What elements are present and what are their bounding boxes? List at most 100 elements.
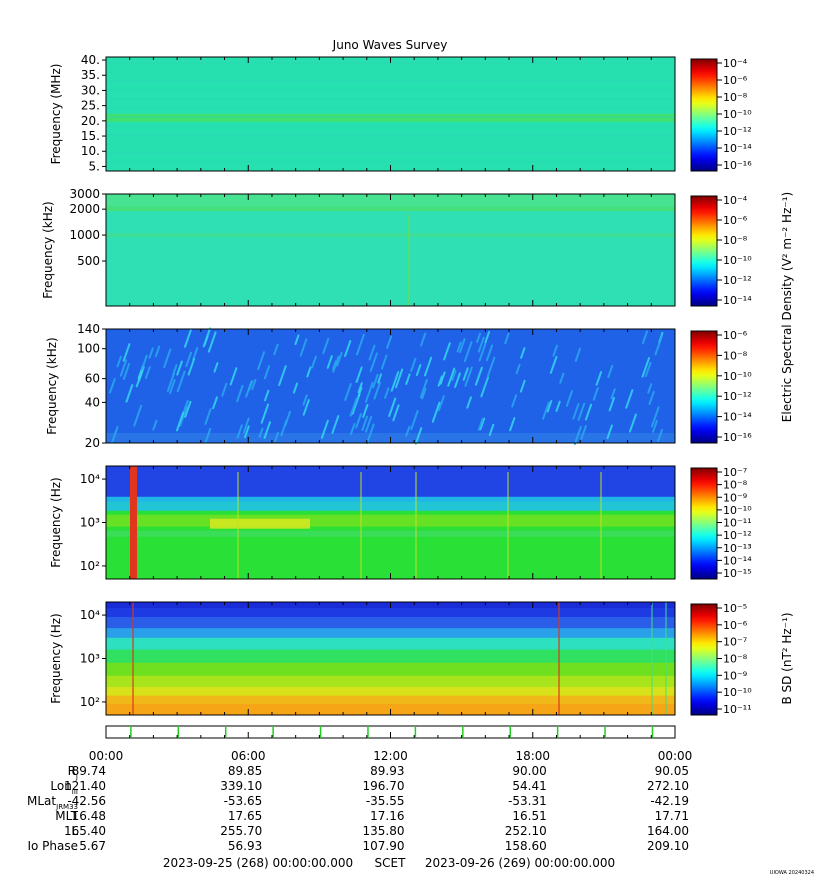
colorbar-tick-label: 10⁻⁸ <box>723 234 748 247</box>
burst-streak <box>410 357 417 372</box>
ephemeris-value: 164.00 <box>647 824 689 838</box>
burst-streak <box>577 402 586 421</box>
colorbar-tick-label: 10⁻⁷ <box>723 636 747 649</box>
burst-streak <box>179 405 188 427</box>
burst-streak <box>519 379 526 393</box>
burst-streak <box>331 415 340 434</box>
burst-streak <box>439 371 446 385</box>
burst-streak <box>552 344 558 357</box>
y-tick-label: 140 <box>77 322 100 336</box>
ephemeris-value: 17.16 <box>370 809 404 823</box>
burst-streak <box>243 425 250 439</box>
ephemeris-value: -42.19 <box>650 794 689 808</box>
time-tick-label: 00:00 <box>658 749 693 763</box>
ephemeris-value: 165.40 <box>64 824 106 838</box>
burst-streak <box>580 424 587 440</box>
burst-streak <box>248 379 254 391</box>
level-band <box>106 687 675 697</box>
ephemeris-value: 16.48 <box>72 809 106 823</box>
burst-streak <box>111 426 119 444</box>
burst-streak <box>258 427 264 438</box>
y-axis-label: Frequency (MHz) <box>49 64 63 165</box>
level-band <box>106 637 675 651</box>
ephemeris-value: 89.93 <box>370 764 404 778</box>
ephemeris-value: 17.65 <box>228 809 262 823</box>
colorbar-tick-label: 10⁻¹⁴ <box>723 142 752 155</box>
ephemeris-value: 17.71 <box>655 809 689 823</box>
y-tick-label: 10² <box>80 559 100 573</box>
burst-streak <box>369 352 378 372</box>
burst-streak <box>476 332 482 343</box>
spectrogram-panels: 5.10.15.20.25. 30.35.40. Frequency (MHz) 50… <box>41 53 676 716</box>
ephemeris-value: 252.10 <box>505 824 547 838</box>
level-band <box>106 617 675 629</box>
burst-streak <box>364 381 374 403</box>
y-tick-label: 20. <box>81 114 100 128</box>
burst-streak <box>479 417 486 431</box>
burst-streak <box>451 369 457 381</box>
burst-streak <box>185 351 192 368</box>
burst-streak <box>395 368 404 389</box>
burst-streak <box>273 343 279 356</box>
ephemeris-value: 209.10 <box>647 839 689 853</box>
ephemeris-value: -35.55 <box>366 794 405 808</box>
burst-streak <box>184 328 192 348</box>
burst-streak <box>349 423 356 436</box>
burst-streak <box>361 415 369 432</box>
spectrogram-panel-1: 5.10.15.20.25. 30.35.40. Frequency (MHz) <box>49 53 676 173</box>
ephemeris-value: -42.56 <box>67 794 106 808</box>
burst-streak <box>607 364 614 378</box>
burst-streak <box>644 361 652 378</box>
colorbar-tick-label: 10⁻⁸ <box>723 91 748 104</box>
burst-streak <box>362 403 369 418</box>
colorbar-tick-label: 10⁻⁴ <box>723 194 748 207</box>
burst-streak <box>542 401 550 420</box>
burst-streak <box>520 347 526 359</box>
burst-streak <box>204 408 212 426</box>
burst-streak <box>207 331 217 353</box>
burst-streak <box>322 337 330 355</box>
burst-streak <box>357 382 363 394</box>
colorbar-label: B SD (nT² Hz⁻¹) <box>780 612 794 704</box>
burst-streak <box>372 373 379 389</box>
band-2mhz <box>106 206 675 212</box>
burst-streak <box>386 335 393 349</box>
colorbar-2: 10⁻⁴ 10⁻⁶ 10⁻⁸ 10⁻¹⁰ 10⁻¹² 10⁻¹⁴ <box>690 194 752 307</box>
burst-streak <box>109 377 116 394</box>
colorbar-tick-label: 10⁻¹⁰ <box>723 504 752 517</box>
colorbar-tick-label: 10⁻⁸ <box>723 479 748 492</box>
colorbar-tick-label: 10⁻⁹ <box>723 669 747 682</box>
burst-streak <box>650 406 660 428</box>
cyan-transition <box>106 496 675 511</box>
y-tick-label: 10. <box>81 144 100 158</box>
y-tick-label: 20 <box>85 436 100 450</box>
burst-streak <box>647 383 653 394</box>
y-tick-label: 10³ <box>80 652 100 666</box>
burst-streak <box>122 343 131 362</box>
ephemeris-label-sub: III <box>72 788 78 796</box>
burst-streak <box>641 357 651 378</box>
y-tick-label: 15. <box>81 129 100 143</box>
y-tick-label: 10⁴ <box>80 472 100 486</box>
colorbar-tick-label: 10⁻⁷ <box>723 466 747 479</box>
burst-streak <box>364 415 373 433</box>
level-band <box>106 675 675 688</box>
burst-streak <box>546 400 553 413</box>
burst-streak <box>229 367 238 386</box>
burst-streak <box>628 413 637 433</box>
burst-streak <box>421 387 427 400</box>
time-tick-label: 18:00 <box>515 749 550 763</box>
burst-streak <box>306 366 312 378</box>
burst-streak <box>405 373 411 385</box>
burst-streak <box>377 373 383 384</box>
burst-streak <box>657 428 664 442</box>
burst-streak <box>641 330 649 345</box>
burst-streak <box>242 417 250 434</box>
colorbar-tick-label: 10⁻¹⁴ <box>723 411 752 424</box>
burst-streak <box>355 413 362 429</box>
colorbar-tick-label: 10⁻¹⁶ <box>723 159 752 172</box>
burst-streak <box>466 396 472 409</box>
